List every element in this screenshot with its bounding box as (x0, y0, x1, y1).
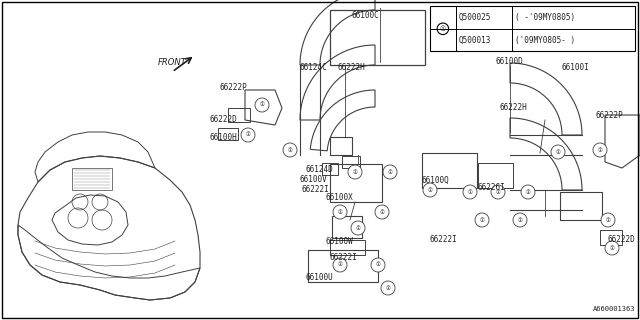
Text: ①: ① (518, 218, 522, 222)
Text: ①: ① (287, 148, 292, 153)
Text: 66222P: 66222P (595, 110, 623, 119)
Circle shape (423, 183, 437, 197)
Circle shape (348, 165, 362, 179)
Bar (72, 168, 112, 190)
Circle shape (475, 213, 489, 227)
Text: 66100W: 66100W (326, 237, 354, 246)
Text: 66100U: 66100U (306, 274, 333, 283)
Text: 66226I: 66226I (478, 183, 506, 193)
Bar (422, 153, 477, 188)
Text: 66222H: 66222H (338, 63, 365, 73)
Bar (218, 128, 238, 140)
Bar (322, 163, 338, 175)
Text: Q500025: Q500025 (459, 13, 491, 22)
Bar (228, 108, 250, 122)
Text: ①: ① (246, 132, 250, 138)
Text: ①: ① (495, 189, 500, 195)
Circle shape (521, 185, 535, 199)
Text: 66124D: 66124D (306, 165, 333, 174)
Circle shape (463, 185, 477, 199)
Text: 66222D: 66222D (608, 236, 636, 244)
Text: 66222I: 66222I (302, 186, 330, 195)
Circle shape (601, 213, 615, 227)
Text: ①: ① (605, 218, 611, 222)
Text: ①: ① (479, 218, 484, 222)
Text: ①: ① (468, 189, 472, 195)
Text: FRONT: FRONT (158, 58, 187, 67)
Text: 66100V: 66100V (300, 175, 328, 185)
Bar (600, 230, 622, 245)
Text: 66124C: 66124C (300, 63, 328, 73)
Text: 66100Q: 66100Q (422, 175, 450, 185)
Bar (330, 137, 352, 155)
Bar (342, 156, 360, 168)
Circle shape (283, 143, 297, 157)
Circle shape (513, 213, 527, 227)
Text: 66100I: 66100I (562, 63, 589, 73)
Text: ①: ① (388, 170, 392, 174)
Text: 66222D: 66222D (210, 116, 237, 124)
Text: ①: ① (337, 210, 342, 214)
Text: ①: ① (353, 170, 357, 174)
Circle shape (371, 258, 385, 272)
Text: ①: ① (609, 245, 614, 251)
Circle shape (375, 205, 389, 219)
Text: ①: ① (556, 149, 561, 155)
Bar (330, 10, 425, 65)
Text: ①: ① (385, 285, 390, 291)
Text: ①: ① (260, 102, 264, 108)
Text: ①: ① (380, 210, 385, 214)
Text: ①: ① (440, 26, 446, 32)
Text: ①: ① (525, 189, 531, 195)
Bar (478, 163, 513, 188)
Circle shape (593, 143, 607, 157)
Text: ①: ① (376, 262, 380, 268)
Text: 66222I: 66222I (430, 236, 458, 244)
Text: 66222P: 66222P (220, 84, 248, 92)
Text: ①: ① (428, 188, 433, 193)
Text: 66100D: 66100D (495, 58, 523, 67)
Bar (430, 6, 635, 51)
Text: 66222H: 66222H (500, 103, 528, 113)
Circle shape (255, 98, 269, 112)
Bar (332, 216, 362, 238)
Bar (560, 192, 602, 220)
Circle shape (383, 165, 397, 179)
Text: 66100H: 66100H (210, 133, 237, 142)
Circle shape (351, 221, 365, 235)
Text: ①: ① (337, 262, 342, 268)
Text: ①: ① (356, 226, 360, 230)
Text: ( -'09MY0805): ( -'09MY0805) (515, 13, 575, 22)
Bar (330, 164, 382, 202)
Circle shape (241, 128, 255, 142)
Bar (308, 250, 378, 282)
Text: A660001363: A660001363 (593, 306, 635, 312)
Text: 66100X: 66100X (326, 194, 354, 203)
Bar (330, 240, 365, 255)
Circle shape (491, 185, 505, 199)
Text: ①: ① (598, 148, 602, 153)
Text: ('09MY0805- ): ('09MY0805- ) (515, 36, 575, 44)
Text: 66222I: 66222I (330, 253, 358, 262)
Text: 66100C: 66100C (352, 11, 380, 20)
Circle shape (551, 145, 565, 159)
Circle shape (381, 281, 395, 295)
Text: Q500013: Q500013 (459, 36, 491, 44)
Circle shape (333, 258, 347, 272)
Circle shape (605, 241, 619, 255)
Circle shape (333, 205, 347, 219)
